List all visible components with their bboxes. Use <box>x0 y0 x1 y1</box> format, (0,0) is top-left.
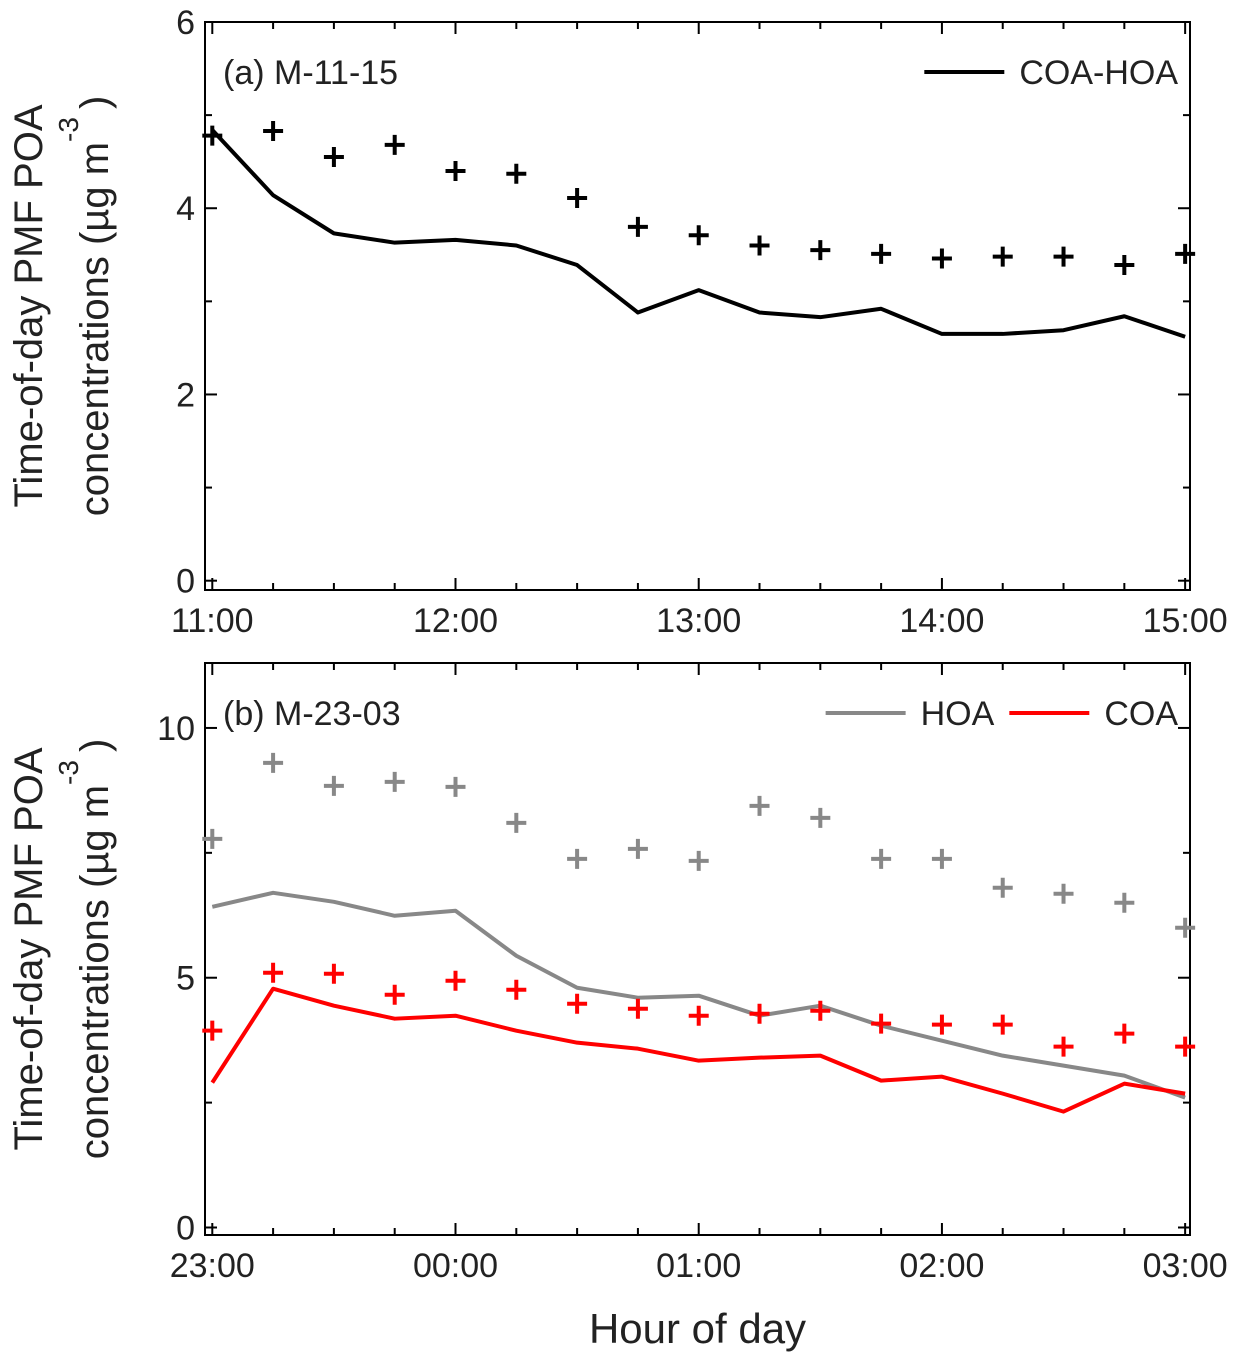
plus-marker <box>323 963 344 984</box>
x-tick-label: 01:00 <box>656 1247 741 1285</box>
y-tick-label: 5 <box>176 960 195 998</box>
plus-marker <box>931 848 952 869</box>
plus-marker <box>688 850 709 871</box>
plus-marker <box>1175 1036 1196 1057</box>
plus-marker <box>567 993 588 1014</box>
plus-marker <box>263 962 284 983</box>
plus-marker <box>1114 892 1135 913</box>
plus-marker <box>1175 243 1196 264</box>
plus-marker <box>1053 883 1074 904</box>
plus-marker <box>688 1005 709 1026</box>
x-tick-label: 02:00 <box>899 1247 984 1285</box>
plus-marker <box>506 163 527 184</box>
plus-marker <box>202 1020 223 1041</box>
panel: 0 2 4 6 11:00 12:00 13:00 14:00 15:00 Time-of-day… <box>7 4 1228 640</box>
plus-marker <box>567 187 588 208</box>
legend-label: COA-HOA <box>1019 54 1178 92</box>
plus-marker <box>323 775 344 796</box>
plus-marker <box>688 225 709 246</box>
plus-marker <box>931 1014 952 1035</box>
y-tick-label: 0 <box>176 563 195 601</box>
x-tick-label: 13:00 <box>656 602 741 640</box>
plot-frame <box>204 662 1191 1236</box>
plus-marker <box>445 160 466 181</box>
plus-marker <box>627 838 648 859</box>
plus-marker <box>627 216 648 237</box>
y-tick-label: 4 <box>176 190 195 228</box>
plus-marker <box>871 848 892 869</box>
plus-marker <box>749 1003 770 1024</box>
y-axis-label: concentrations (µg m-3) <box>53 739 117 1160</box>
plus-marker <box>506 979 527 1000</box>
panel: 0 5 10 23:00 00:00 01:00 02:00 03:00 Time-of-day… <box>7 662 1228 1352</box>
plus-marker <box>445 970 466 991</box>
plus-marker <box>871 243 892 264</box>
plus-marker <box>202 828 223 849</box>
y-axis-label-text: ) <box>73 96 117 109</box>
legend-label: HOA <box>921 695 995 733</box>
plot-frame <box>204 21 1191 591</box>
plus-marker <box>992 1014 1013 1035</box>
plus-marker <box>1114 255 1135 276</box>
y-tick-label: 6 <box>176 4 195 42</box>
x-tick-label: 23:00 <box>170 1247 255 1285</box>
y-axis-label-superscript: -3 <box>53 117 84 142</box>
plus-marker <box>749 795 770 816</box>
plus-marker <box>445 776 466 797</box>
y-tick-label: 2 <box>176 376 195 414</box>
plus-marker <box>931 248 952 269</box>
plus-marker <box>384 984 405 1005</box>
plus-marker <box>567 848 588 869</box>
plus-marker <box>202 125 223 146</box>
series-line <box>211 890 1186 1100</box>
panel-label: (a) M-11-15 <box>223 54 398 92</box>
y-tick-label: 10 <box>157 710 195 748</box>
series-line <box>210 986 1186 1114</box>
plus-marker <box>1053 1036 1074 1057</box>
y-axis-label-text: concentrations (µg m <box>73 785 117 1159</box>
y-axis-label-text: ) <box>73 739 117 752</box>
plus-marker <box>810 807 831 828</box>
y-axis-label: Time-of-day PMF POA <box>7 747 51 1150</box>
plus-marker <box>384 771 405 792</box>
plus-marker <box>263 120 284 141</box>
plus-marker <box>1114 1023 1135 1044</box>
y-axis-label: concentrations (µg m-3) <box>53 96 117 517</box>
plus-marker <box>1175 917 1196 938</box>
plus-marker <box>627 998 648 1019</box>
y-axis-label-text: concentrations (µg m <box>73 142 117 516</box>
x-tick-label: 15:00 <box>1143 602 1228 640</box>
plus-marker <box>992 246 1013 267</box>
x-axis-label: Hour of day <box>589 1305 806 1352</box>
x-tick-label: 03:00 <box>1143 1247 1228 1285</box>
x-tick-label: 12:00 <box>413 602 498 640</box>
x-tick-label: 11:00 <box>171 602 254 640</box>
plus-marker <box>749 235 770 256</box>
plus-marker <box>810 240 831 261</box>
y-tick-label: 0 <box>176 1210 195 1248</box>
x-tick-label: 14:00 <box>899 602 984 640</box>
series-line <box>210 128 1186 339</box>
plus-marker <box>871 1013 892 1034</box>
plus-marker <box>992 877 1013 898</box>
plus-marker <box>1053 246 1074 267</box>
plus-marker <box>384 134 405 155</box>
y-axis-label-superscript: -3 <box>53 760 84 785</box>
legend-label: COA <box>1104 695 1178 733</box>
panel-label: (b) M-23-03 <box>223 695 401 733</box>
y-axis-label: Time-of-day PMF POA <box>7 104 51 507</box>
plus-marker <box>810 1000 831 1021</box>
plus-marker <box>263 752 284 773</box>
x-tick-label: 00:00 <box>413 1247 498 1285</box>
plus-marker <box>506 812 527 833</box>
plus-marker <box>323 147 344 168</box>
